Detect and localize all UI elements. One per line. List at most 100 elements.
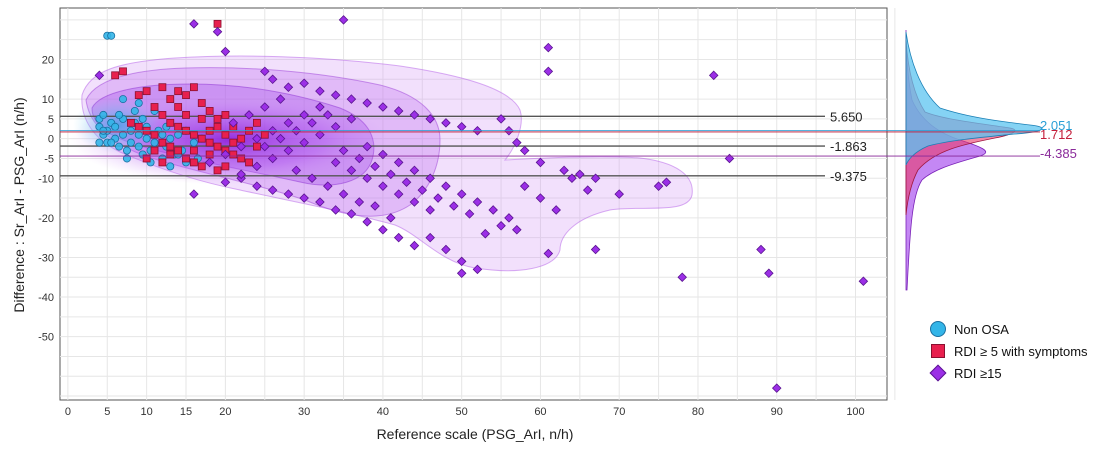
data-point [299,78,309,88]
data-point [370,201,380,211]
data-point [582,185,593,195]
reference-line-label: -1.863 [830,139,867,154]
data-point [386,169,396,180]
diamond-marker-icon [929,364,947,382]
y-tick-label: 10 [42,94,54,106]
data-point [401,177,412,187]
scatter-marks [94,15,869,393]
data-point [362,141,372,152]
data-point [213,166,222,175]
data-point [158,83,167,92]
y-tick-label: 0 [48,134,54,146]
data-point [174,146,183,155]
data-point [122,154,131,163]
data-point [433,193,443,203]
data-point [441,181,451,191]
data-point [205,150,214,159]
data-point [425,173,435,184]
data-point [213,114,222,123]
data-point [150,146,159,155]
data-point [307,118,317,128]
tick-labels: 0 5 10 15 20 30 40 50 60 70 80 90 100201050-5-10-20-… [38,54,865,418]
y-tick-label: 5 [48,114,54,126]
legend: Non OSA RDI ≥ 5 with symptoms RDI ≥15 [929,318,1088,384]
data-point [95,138,104,147]
legend-label: RDI ≥15 [954,365,1002,381]
data-point [213,142,222,151]
data-point [519,181,530,191]
data-point [119,67,127,76]
data-point [386,213,396,223]
data-point [346,165,357,176]
data-point [496,221,506,231]
data-point [138,114,147,123]
data-point [409,240,420,251]
data-point [197,134,206,143]
data-point [253,118,261,127]
data-point [126,138,135,147]
data-point [409,165,420,176]
data-point [575,169,585,180]
data-point [142,87,151,96]
reference-line-label: 5.650 [830,109,863,124]
data-point [189,146,198,155]
reference-line-label: -9.375 [830,169,867,184]
data-point [205,107,214,115]
data-point [480,228,491,239]
data-point [253,142,261,151]
data-point [236,141,246,152]
data-point [338,15,349,25]
mean-label: 2.051 [1040,118,1073,133]
data-point [543,248,554,259]
data-point [174,87,183,96]
data-point [174,130,183,139]
data-point [229,150,238,159]
x-tick-label: 15 [180,406,192,418]
data-point [260,102,270,112]
data-point [189,130,198,139]
data-point [370,161,380,172]
data-point [182,91,190,100]
data-point [197,162,206,171]
x-axis-title: Reference scale (PSG_ArI, n/h) [377,426,574,442]
data-point [134,130,143,139]
data-point [299,110,309,120]
data-point [134,122,143,131]
data-point [150,103,159,111]
x-tick-label: 100 [846,406,864,418]
data-point [504,213,514,223]
data-point [260,130,269,139]
y-axis-title: Difference : Sr_ArI - PSG_ArI (n/h) [11,97,27,312]
data-point [244,110,254,120]
data-point [315,197,325,207]
y-tick-label: -10 [38,173,54,185]
data-point [488,205,498,215]
data-point [237,154,246,163]
data-point [267,185,278,195]
data-point [115,142,124,151]
data-point [174,122,183,131]
data-point [354,197,365,207]
data-point [472,197,483,207]
y-tick-label: -20 [38,213,54,225]
data-point [677,272,687,283]
data-point [182,154,190,163]
data-point [220,177,231,187]
data-point [275,94,286,104]
data-point [307,173,317,184]
data-point [189,19,199,29]
data-point [107,31,116,40]
data-point [590,244,601,255]
data-point [260,66,270,77]
data-point [221,162,230,171]
data-point [315,86,325,96]
data-point [543,66,554,77]
x-tick-label: 5 [104,406,110,418]
data-point [158,111,167,119]
mean-label: 1.712 [1040,127,1073,142]
data-point [130,106,139,115]
data-point [362,98,372,108]
data-point [189,158,198,167]
data-point [212,26,223,37]
data-point [166,134,175,143]
